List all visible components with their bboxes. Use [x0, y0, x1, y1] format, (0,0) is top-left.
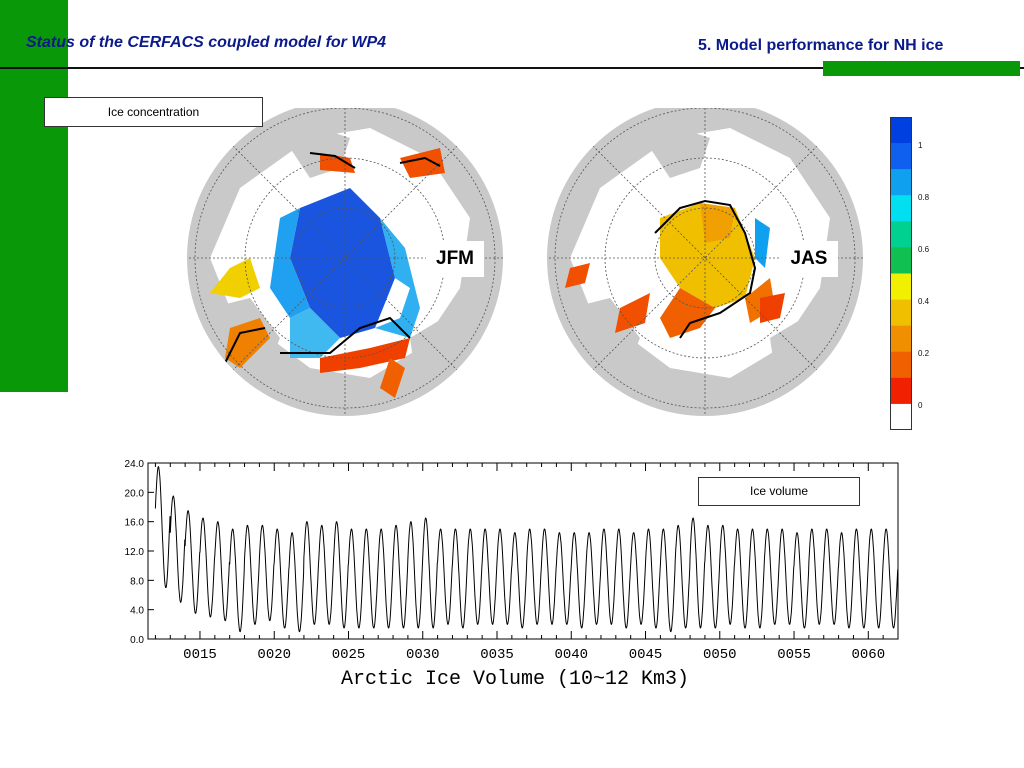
colorbar: [890, 117, 912, 430]
season-label-jfm: JFM: [426, 241, 484, 277]
colorbar-swatch-5: [890, 247, 912, 274]
colorbar-swatch-6: [890, 273, 912, 301]
colorbar-label-1: 1: [918, 141, 923, 150]
y-tick-label: 4.0: [130, 606, 144, 617]
colorbar-label-0: 0: [918, 401, 923, 410]
x-tick-label: 0015: [183, 647, 217, 663]
colorbar-label-0.4: 0.4: [918, 297, 930, 306]
x-tick-label: 0020: [257, 647, 291, 663]
ice-volume-chart: 0.0 4.0 8.0 12.0 16.0 20.0 24.0 0015 0020 0025 00…: [125, 459, 899, 691]
x-tick-label: 0050: [703, 647, 737, 663]
colorbar-swatch-0: [890, 117, 912, 144]
colorbar-swatch-3: [890, 195, 912, 222]
x-tick-label: 0035: [480, 647, 514, 663]
colorbar-swatch-9: [890, 351, 912, 379]
ice-concentration-label: Ice concentration: [44, 97, 263, 127]
x-tick-label: 0060: [851, 647, 885, 663]
colorbar-label-0.6: 0.6: [918, 245, 930, 254]
header-divider: [0, 67, 1024, 69]
ice-volume-series-line: [154, 465, 899, 633]
colorbar-swatch-8: [890, 325, 912, 353]
accent-green-bar: [0, 0, 68, 392]
x-tick-label: 0040: [554, 647, 588, 663]
y-tick-label: 0.0: [130, 635, 144, 646]
slide-title: Status of the CERFACS coupled model for …: [26, 34, 387, 51]
arctic-map-jas: [547, 108, 863, 416]
colorbar-swatch-2: [890, 169, 912, 196]
x-tick-label: 0030: [406, 647, 440, 663]
x-tick-label: 0025: [332, 647, 366, 663]
section-title: 5. Model performance for NH ice: [698, 37, 944, 54]
x-tick-label: 0045: [629, 647, 663, 663]
colorbar-swatch-10: [890, 377, 912, 405]
colorbar-swatch-1: [890, 143, 912, 170]
season-label-jas: JAS: [780, 241, 838, 277]
x-axis-label: Arctic Ice Volume (10~12 Km3): [341, 668, 689, 691]
colorbar-swatch-4: [890, 221, 912, 248]
accent-green-tab: [823, 61, 1020, 76]
colorbar-label-0.8: 0.8: [918, 193, 930, 202]
colorbar-label-0.2: 0.2: [918, 349, 930, 358]
y-tick-label: 24.0: [125, 459, 145, 470]
y-tick-label: 12.0: [125, 547, 145, 558]
y-tick-label: 16.0: [125, 518, 145, 529]
ice-volume-label: Ice volume: [698, 477, 860, 506]
x-tick-label: 0055: [777, 647, 811, 663]
y-tick-label: 8.0: [130, 576, 144, 587]
colorbar-swatch-7: [890, 299, 912, 327]
colorbar-border: [890, 117, 912, 430]
y-tick-label: 20.0: [125, 488, 145, 499]
colorbar-swatch-11: [890, 403, 912, 430]
